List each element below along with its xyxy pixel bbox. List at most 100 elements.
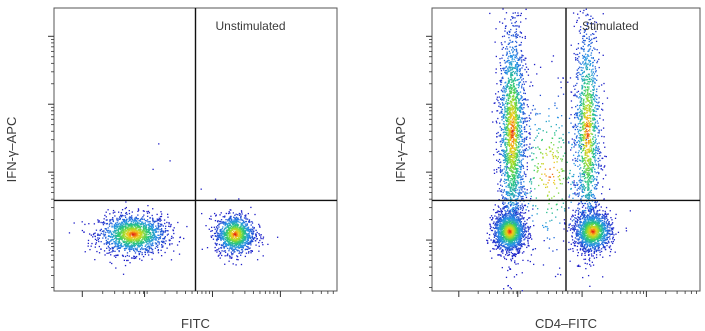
event-dot bbox=[521, 290, 523, 292]
event-dot bbox=[167, 230, 169, 232]
event-dot bbox=[111, 251, 113, 253]
event-dot bbox=[507, 210, 509, 212]
event-dot bbox=[500, 111, 502, 114]
event-dot bbox=[124, 238, 126, 240]
event-dot bbox=[589, 39, 592, 42]
event-dot bbox=[237, 226, 239, 228]
event-dot bbox=[236, 218, 238, 220]
event-dot bbox=[159, 237, 161, 239]
event-dot bbox=[573, 146, 575, 148]
event-dot bbox=[499, 218, 501, 220]
event-dot bbox=[597, 108, 599, 110]
event-dot bbox=[517, 244, 519, 246]
event-dot bbox=[144, 224, 147, 226]
event-dot bbox=[502, 195, 504, 198]
event-dot bbox=[233, 228, 235, 230]
event-dot bbox=[118, 250, 120, 253]
event-dot bbox=[607, 226, 609, 228]
event-dot bbox=[136, 250, 138, 252]
event-dot bbox=[503, 89, 505, 91]
event-dot bbox=[239, 243, 242, 245]
event-dot bbox=[158, 234, 160, 236]
event-dot bbox=[126, 254, 129, 257]
event-dot bbox=[521, 155, 523, 157]
event-dot bbox=[573, 94, 575, 97]
event-dot bbox=[216, 234, 219, 236]
event-dot bbox=[581, 206, 584, 208]
event-dot bbox=[599, 23, 602, 26]
event-dot bbox=[259, 226, 261, 228]
event-dot bbox=[523, 140, 526, 142]
event-dot bbox=[528, 117, 531, 119]
event-dot bbox=[130, 232, 133, 234]
event-dot bbox=[158, 243, 160, 245]
event-dot bbox=[610, 227, 613, 230]
event-dot bbox=[521, 138, 523, 141]
event-dot bbox=[501, 48, 503, 50]
event-dot bbox=[246, 228, 248, 230]
event-dot bbox=[500, 145, 502, 148]
event-dot bbox=[148, 223, 150, 225]
event-dot bbox=[231, 246, 233, 248]
event-dot bbox=[234, 231, 236, 233]
event-dot bbox=[245, 235, 247, 237]
event-dot bbox=[144, 236, 146, 239]
event-dot bbox=[523, 117, 525, 120]
event-dot bbox=[583, 173, 585, 176]
event-dot bbox=[598, 164, 600, 166]
event-dot bbox=[506, 249, 508, 251]
event-dot bbox=[151, 248, 154, 251]
event-dot bbox=[577, 183, 579, 186]
event-dot bbox=[251, 233, 253, 235]
event-dot bbox=[598, 148, 600, 150]
event-dot bbox=[242, 239, 244, 241]
event-dot bbox=[614, 251, 616, 253]
event-dot bbox=[518, 26, 520, 28]
event-dot bbox=[573, 229, 576, 231]
event-dot bbox=[152, 221, 154, 223]
event-dot bbox=[251, 236, 254, 239]
event-dot bbox=[591, 62, 594, 64]
event-dot bbox=[523, 89, 525, 92]
event-dot bbox=[588, 50, 590, 52]
event-dot bbox=[135, 238, 137, 241]
event-dot bbox=[137, 238, 139, 240]
event-dot bbox=[504, 257, 506, 260]
event-dot bbox=[492, 222, 495, 225]
event-dot bbox=[87, 239, 90, 242]
event-dot bbox=[586, 263, 588, 265]
event-dot bbox=[498, 135, 500, 137]
event-dot bbox=[509, 210, 512, 212]
event-dot bbox=[496, 226, 498, 229]
event-dot bbox=[224, 240, 226, 243]
event-dot bbox=[109, 240, 111, 243]
event-dot bbox=[579, 249, 582, 251]
event-dot bbox=[562, 93, 565, 95]
event-dot bbox=[164, 251, 166, 254]
event-dot bbox=[111, 238, 113, 241]
event-dot bbox=[244, 215, 246, 217]
event-dot bbox=[144, 239, 147, 241]
event-dot bbox=[231, 218, 233, 221]
event-dot bbox=[139, 223, 141, 225]
event-dot bbox=[598, 58, 600, 61]
event-dot bbox=[529, 128, 532, 130]
event-dot bbox=[216, 249, 218, 251]
event-dot bbox=[100, 221, 102, 224]
event-dot bbox=[577, 265, 580, 267]
event-dot bbox=[571, 216, 573, 218]
event-dot bbox=[243, 235, 245, 238]
event-dot bbox=[228, 211, 230, 213]
event-dot bbox=[525, 18, 527, 20]
event-dot bbox=[503, 288, 505, 290]
event-dot bbox=[600, 217, 602, 220]
event-dot bbox=[577, 219, 579, 221]
event-dot bbox=[221, 233, 223, 235]
event-dot bbox=[151, 227, 153, 230]
event-dot bbox=[239, 244, 242, 246]
event-dot bbox=[578, 208, 581, 210]
event-dot bbox=[87, 242, 89, 245]
event-dot bbox=[518, 142, 520, 144]
event-dot bbox=[569, 223, 571, 225]
event-dot bbox=[247, 242, 250, 244]
